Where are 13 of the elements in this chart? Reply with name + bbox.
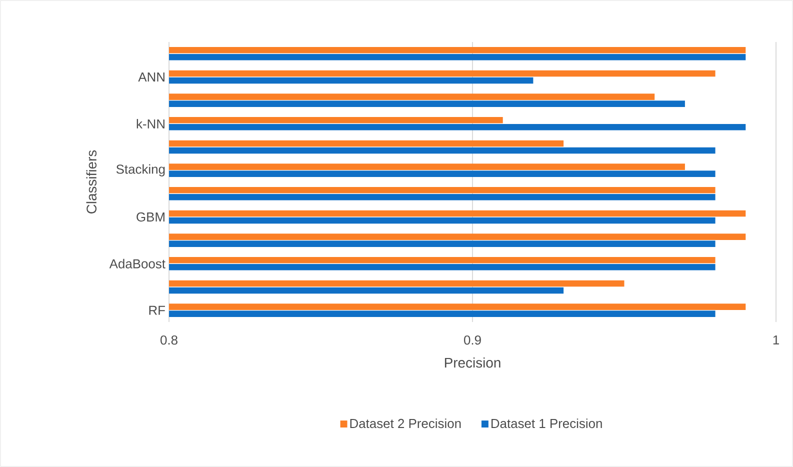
y-axis-title: Classifiers [86, 150, 97, 214]
x-axis-title: Precision [444, 357, 500, 368]
y-tick-label: RF [149, 306, 165, 315]
x-tick-label: 0.9 [464, 335, 481, 345]
y-tick-label: Stacking [116, 164, 165, 176]
x-tick-label: 0.8 [160, 335, 178, 345]
legend-label: Dataset 2 Precision [350, 418, 461, 428]
y-tick-label: GBM [136, 212, 164, 222]
x-tick-label: 1 [773, 335, 779, 344]
legend-label: Dataset 1 Precision [492, 418, 602, 428]
y-tick-label: ANN [138, 72, 164, 82]
y-tick-label: AdaBoost [109, 258, 166, 268]
y-tick-label: k-NN [136, 118, 164, 128]
